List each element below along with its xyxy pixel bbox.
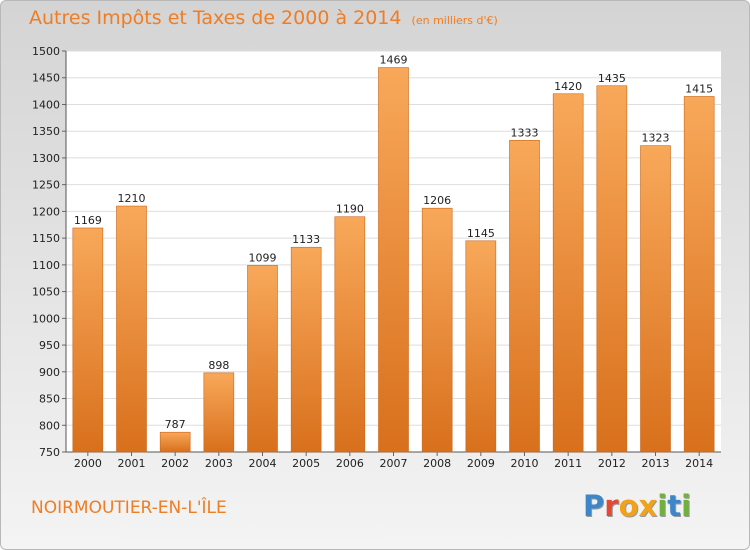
chart-title: Autres Impôts et Taxes de 2000 à 2014 (e… xyxy=(29,7,498,29)
bar xyxy=(378,67,409,453)
logo-letter: i xyxy=(681,489,692,523)
logo-letter: i xyxy=(657,489,668,523)
y-tick-label: 850 xyxy=(39,393,60,406)
bar-value-label: 1099 xyxy=(249,251,277,264)
bar-value-label: 898 xyxy=(208,359,229,372)
y-tick-label: 800 xyxy=(39,419,60,432)
bar-value-label: 787 xyxy=(165,418,186,431)
x-tick-label: 2005 xyxy=(292,457,320,470)
y-tick-label: 1100 xyxy=(32,259,60,272)
y-tick-label: 900 xyxy=(39,366,60,379)
y-tick-label: 1050 xyxy=(32,286,60,299)
x-tick-label: 2004 xyxy=(249,457,277,470)
y-tick-label: 1150 xyxy=(32,232,60,245)
place-name: NOIRMOUTIER-EN-L'ÎLE xyxy=(31,498,227,518)
x-tick-label: 2008 xyxy=(423,457,451,470)
bar xyxy=(247,265,278,453)
x-tick-label: 2010 xyxy=(511,457,539,470)
bar-value-label: 1206 xyxy=(423,194,451,207)
bar-value-label: 1415 xyxy=(685,82,713,95)
y-tick-label: 1350 xyxy=(32,125,60,138)
y-tick-label: 1200 xyxy=(32,205,60,218)
bar-value-label: 1169 xyxy=(74,214,102,227)
bar xyxy=(334,216,366,453)
bar xyxy=(683,96,715,453)
bar xyxy=(640,145,671,453)
x-tick-label: 2009 xyxy=(467,457,495,470)
x-tick-label: 2001 xyxy=(118,457,146,470)
bar-value-label: 1420 xyxy=(554,80,582,93)
y-tick-label: 950 xyxy=(39,339,60,352)
y-tick-label: 750 xyxy=(39,446,60,459)
y-tick-label: 1000 xyxy=(32,312,60,325)
bar-value-label: 1190 xyxy=(336,203,364,216)
x-tick-label: 2007 xyxy=(380,457,408,470)
y-tick-label: 1300 xyxy=(32,152,60,165)
bar xyxy=(116,205,147,453)
bar xyxy=(290,246,322,453)
proxiti-logo: Proxiti xyxy=(583,489,691,523)
x-tick-label: 2013 xyxy=(642,457,670,470)
chart-title-text: Autres Impôts et Taxes de 2000 à 2014 xyxy=(29,7,402,29)
y-tick-label: 1500 xyxy=(32,45,60,58)
bar xyxy=(465,240,497,453)
bar-value-label: 1435 xyxy=(598,72,626,85)
bar-value-label: 1323 xyxy=(642,132,670,145)
bar xyxy=(596,85,628,453)
x-tick-label: 2014 xyxy=(685,457,713,470)
chart-unit: (en milliers d'€) xyxy=(411,14,498,27)
bar xyxy=(509,139,540,453)
logo-letter: P xyxy=(583,489,605,523)
y-tick-label: 1250 xyxy=(32,179,60,192)
logo-letter: t xyxy=(667,489,682,523)
x-tick-label: 2012 xyxy=(598,457,626,470)
x-tick-label: 2000 xyxy=(74,457,102,470)
logo-letter: x xyxy=(638,489,658,523)
bar xyxy=(72,227,104,453)
bar-value-label: 1333 xyxy=(511,126,539,139)
bar-value-label: 1469 xyxy=(380,54,408,67)
x-tick-label: 2003 xyxy=(205,457,233,470)
bar xyxy=(203,372,235,453)
bar-value-label: 1210 xyxy=(118,192,146,205)
logo-letter: o xyxy=(618,489,639,523)
y-tick-label: 1400 xyxy=(32,98,60,111)
bar-value-label: 1145 xyxy=(467,227,495,240)
bar xyxy=(421,207,453,453)
x-tick-label: 2011 xyxy=(554,457,582,470)
bar xyxy=(552,93,584,453)
y-tick-label: 1450 xyxy=(32,72,60,85)
logo-letter: r xyxy=(604,489,619,523)
x-tick-label: 2006 xyxy=(336,457,364,470)
bar-value-label: 1133 xyxy=(292,233,320,246)
x-tick-label: 2002 xyxy=(161,457,189,470)
bar xyxy=(159,431,191,453)
